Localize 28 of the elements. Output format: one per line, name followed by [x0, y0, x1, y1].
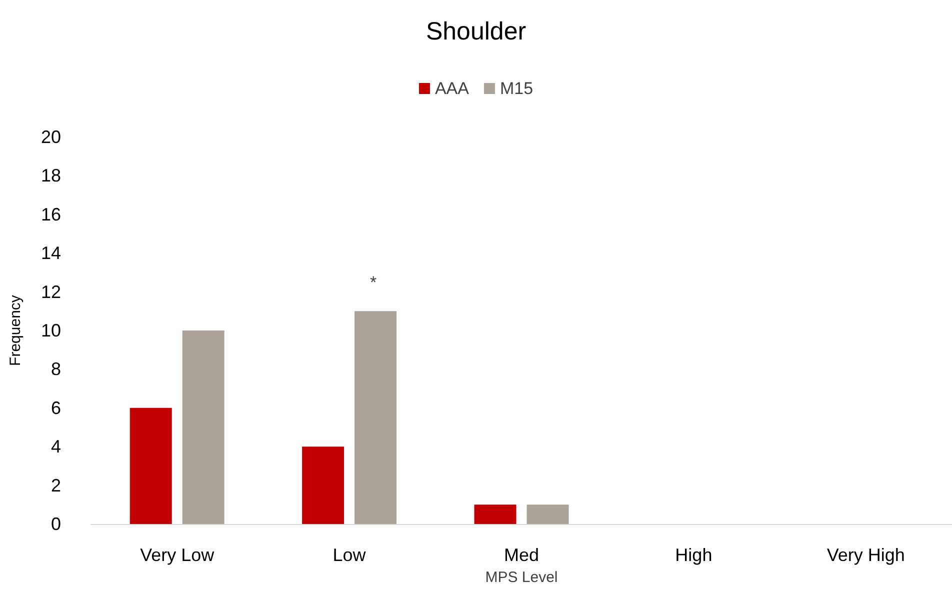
bar — [182, 330, 224, 524]
y-tick-label: 4 — [50, 436, 61, 457]
y-tick-label: 6 — [50, 398, 61, 418]
x-tick-label: Very High — [826, 545, 905, 565]
y-tick-label: 18 — [40, 166, 61, 186]
x-axis-title: MPS Level — [485, 569, 558, 586]
y-tick-label: 12 — [40, 282, 61, 302]
chart-title: Shoulder — [426, 18, 526, 46]
y-tick-label: 8 — [50, 359, 61, 380]
y-tick-label: 10 — [40, 320, 61, 340]
legend-label: M15 — [500, 79, 534, 98]
bar — [526, 504, 569, 524]
x-tick-label: High — [675, 545, 712, 565]
y-tick-label: 16 — [40, 204, 61, 224]
x-tick-label: Med — [504, 545, 540, 565]
annotation: * — [370, 273, 377, 292]
legend-label: AAA — [434, 79, 470, 98]
bar — [474, 504, 516, 524]
y-tick-label: 20 — [40, 127, 61, 147]
y-tick-label: 0 — [50, 514, 61, 534]
bar — [354, 311, 397, 524]
y-tick-label: 14 — [40, 243, 61, 264]
y-tick-label: 2 — [50, 475, 61, 496]
bar — [302, 446, 344, 524]
bar — [130, 408, 172, 524]
y-axis-title: Frequency — [7, 294, 24, 366]
x-tick-label: Low — [332, 545, 367, 565]
x-tick-label: Very Low — [140, 545, 216, 565]
